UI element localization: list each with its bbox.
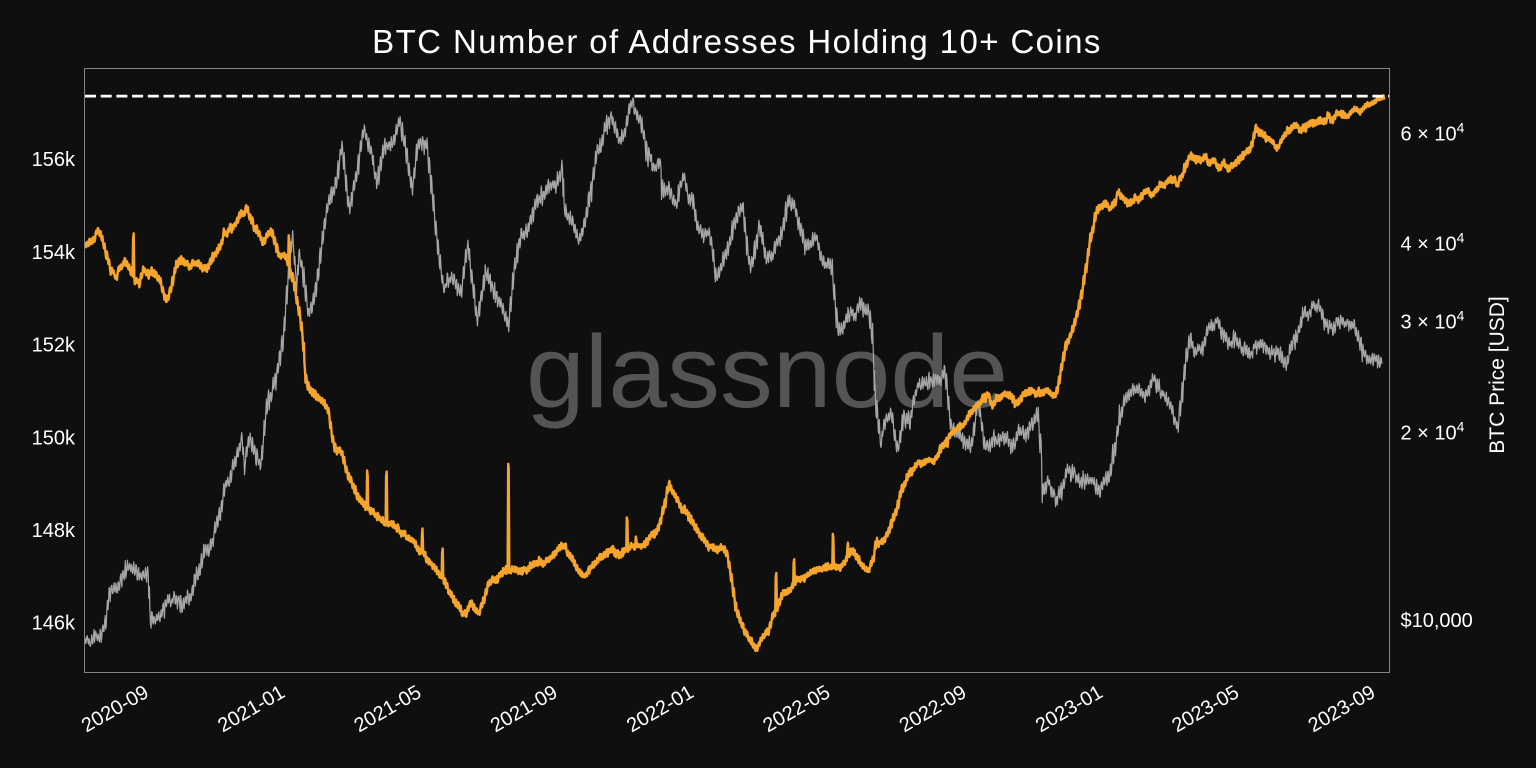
- svg-text:2 × 104: 2 × 104: [1401, 419, 1465, 445]
- svg-text:glassnode: glassnode: [526, 314, 1008, 429]
- svg-text:$10,000: $10,000: [1401, 610, 1473, 632]
- svg-text:150k: 150k: [32, 427, 76, 449]
- svg-text:BTC Number of Addresses Holdin: BTC Number of Addresses Holding 10+ Coin…: [372, 23, 1102, 60]
- svg-text:152k: 152k: [32, 335, 76, 357]
- svg-text:4 × 104: 4 × 104: [1401, 230, 1465, 256]
- svg-text:146k: 146k: [32, 613, 76, 635]
- svg-text:154k: 154k: [32, 242, 76, 264]
- svg-text:3 × 104: 3 × 104: [1401, 308, 1465, 334]
- svg-text:6 × 104: 6 × 104: [1401, 120, 1465, 146]
- svg-text:148k: 148k: [32, 520, 76, 542]
- svg-text:BTC Price [USD]: BTC Price [USD]: [1486, 296, 1509, 454]
- svg-text:156k: 156k: [32, 149, 76, 171]
